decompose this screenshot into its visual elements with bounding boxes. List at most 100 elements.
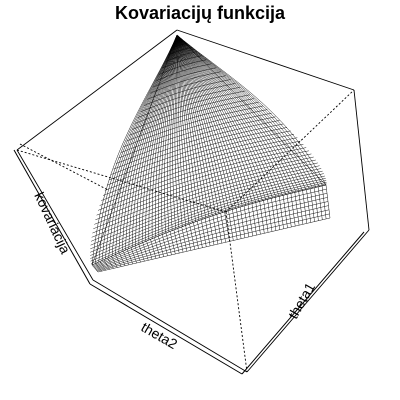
box-edge: [16, 29, 178, 151]
mesh-line: [115, 116, 276, 164]
mesh-line: [99, 144, 304, 206]
mesh-line: [168, 47, 192, 56]
mesh-line: [176, 34, 303, 191]
mesh-line: [176, 34, 267, 200]
y-axis-line: [241, 231, 365, 375]
mesh-line: [97, 217, 331, 273]
mesh-line: [176, 34, 213, 216]
mesh-line: [143, 79, 231, 106]
box-edge-hidden: [16, 149, 227, 213]
mesh-line: [176, 34, 270, 199]
mesh-line: [176, 34, 210, 218]
mesh-line: [123, 105, 264, 148]
box-back-edges: [16, 89, 355, 373]
box-edge-hidden: [19, 143, 109, 191]
mesh-line: [132, 94, 250, 130]
mesh-line: [97, 213, 330, 272]
mesh-line: [176, 34, 277, 198]
mesh-line: [105, 34, 178, 260]
mesh-line: [176, 34, 287, 195]
mesh-line: [131, 34, 178, 248]
mesh-line: [176, 34, 263, 201]
mesh-line: [111, 34, 178, 257]
mesh-line: [94, 156, 314, 225]
mesh-line: [174, 38, 182, 42]
mesh-line: [90, 173, 324, 250]
mesh-line: [101, 34, 178, 261]
mesh-line: [176, 34, 240, 208]
mesh-line: [176, 34, 290, 194]
mesh-line: [108, 34, 178, 258]
mesh-line: [176, 34, 253, 204]
mesh-line: [159, 59, 207, 75]
mesh-line: [162, 55, 202, 69]
mesh-line: [90, 170, 323, 246]
mesh-line: [176, 34, 327, 186]
mesh-line: [125, 34, 178, 251]
mesh-line: [176, 34, 236, 209]
mesh-line: [176, 34, 247, 206]
mesh-line: [147, 75, 226, 100]
mesh-line: [101, 140, 301, 201]
mesh-line: [138, 34, 178, 245]
mesh-line: [141, 34, 178, 243]
chart-title: Kovariacijų funkcija: [114, 3, 286, 23]
mesh-line: [165, 51, 197, 62]
mesh-line: [129, 98, 255, 136]
mesh-line: [98, 34, 178, 263]
mesh-line: [95, 153, 312, 221]
mesh-line: [90, 180, 327, 259]
box-edge: [353, 89, 370, 231]
mesh-line: [176, 34, 243, 207]
mesh-line: [176, 34, 230, 211]
box-edge: [176, 29, 355, 91]
mesh-line: [93, 193, 328, 268]
mesh-line: [111, 123, 284, 175]
mesh-line: [150, 71, 222, 94]
mesh-line: [121, 34, 178, 252]
axis-lines: [13, 149, 365, 375]
mesh-line: [176, 34, 260, 202]
mesh-line: [90, 175, 325, 253]
mesh-line: [148, 34, 178, 240]
mesh-line: [176, 34, 280, 197]
mesh-line: [176, 34, 250, 205]
box-edge: [246, 229, 370, 373]
mesh-line: [115, 34, 178, 255]
mesh-line: [137, 86, 241, 118]
mesh-line: [156, 63, 212, 81]
mesh-line: [96, 209, 330, 271]
mesh-line: [91, 165, 320, 238]
mesh-line: [97, 147, 307, 211]
mesh-line: [92, 162, 318, 234]
mesh-line: [102, 137, 298, 196]
mesh-line: [176, 34, 233, 210]
mesh-line: [176, 34, 313, 189]
x-axis-line: [89, 283, 243, 375]
z-axis-line: [13, 149, 91, 285]
y-axis-label: theta1: [285, 280, 318, 322]
mesh-line: [176, 34, 216, 215]
mesh-line: [91, 183, 327, 264]
mesh-line: [176, 34, 226, 212]
mesh-line: [92, 188, 327, 267]
mesh-line: [95, 205, 329, 270]
surface-left-edge: [91, 34, 178, 266]
mesh-line: [126, 101, 259, 142]
mesh-line: [135, 34, 178, 246]
mesh-line: [90, 181, 327, 262]
mesh-line: [128, 34, 178, 249]
mesh-line: [176, 34, 200, 221]
box-front-edges: [16, 29, 370, 373]
x-axis-label: theta2: [139, 319, 181, 352]
mesh-line: [96, 150, 309, 216]
mesh-line: [93, 159, 316, 230]
mesh-line: [91, 168, 322, 242]
surface-mesh: [90, 34, 331, 273]
mesh-line: [176, 34, 273, 199]
mesh-line: [90, 178, 326, 256]
mesh-line: [176, 34, 196, 222]
box-edge-hidden: [225, 211, 248, 373]
mesh-line: [176, 34, 320, 187]
mesh-line: [176, 34, 297, 193]
